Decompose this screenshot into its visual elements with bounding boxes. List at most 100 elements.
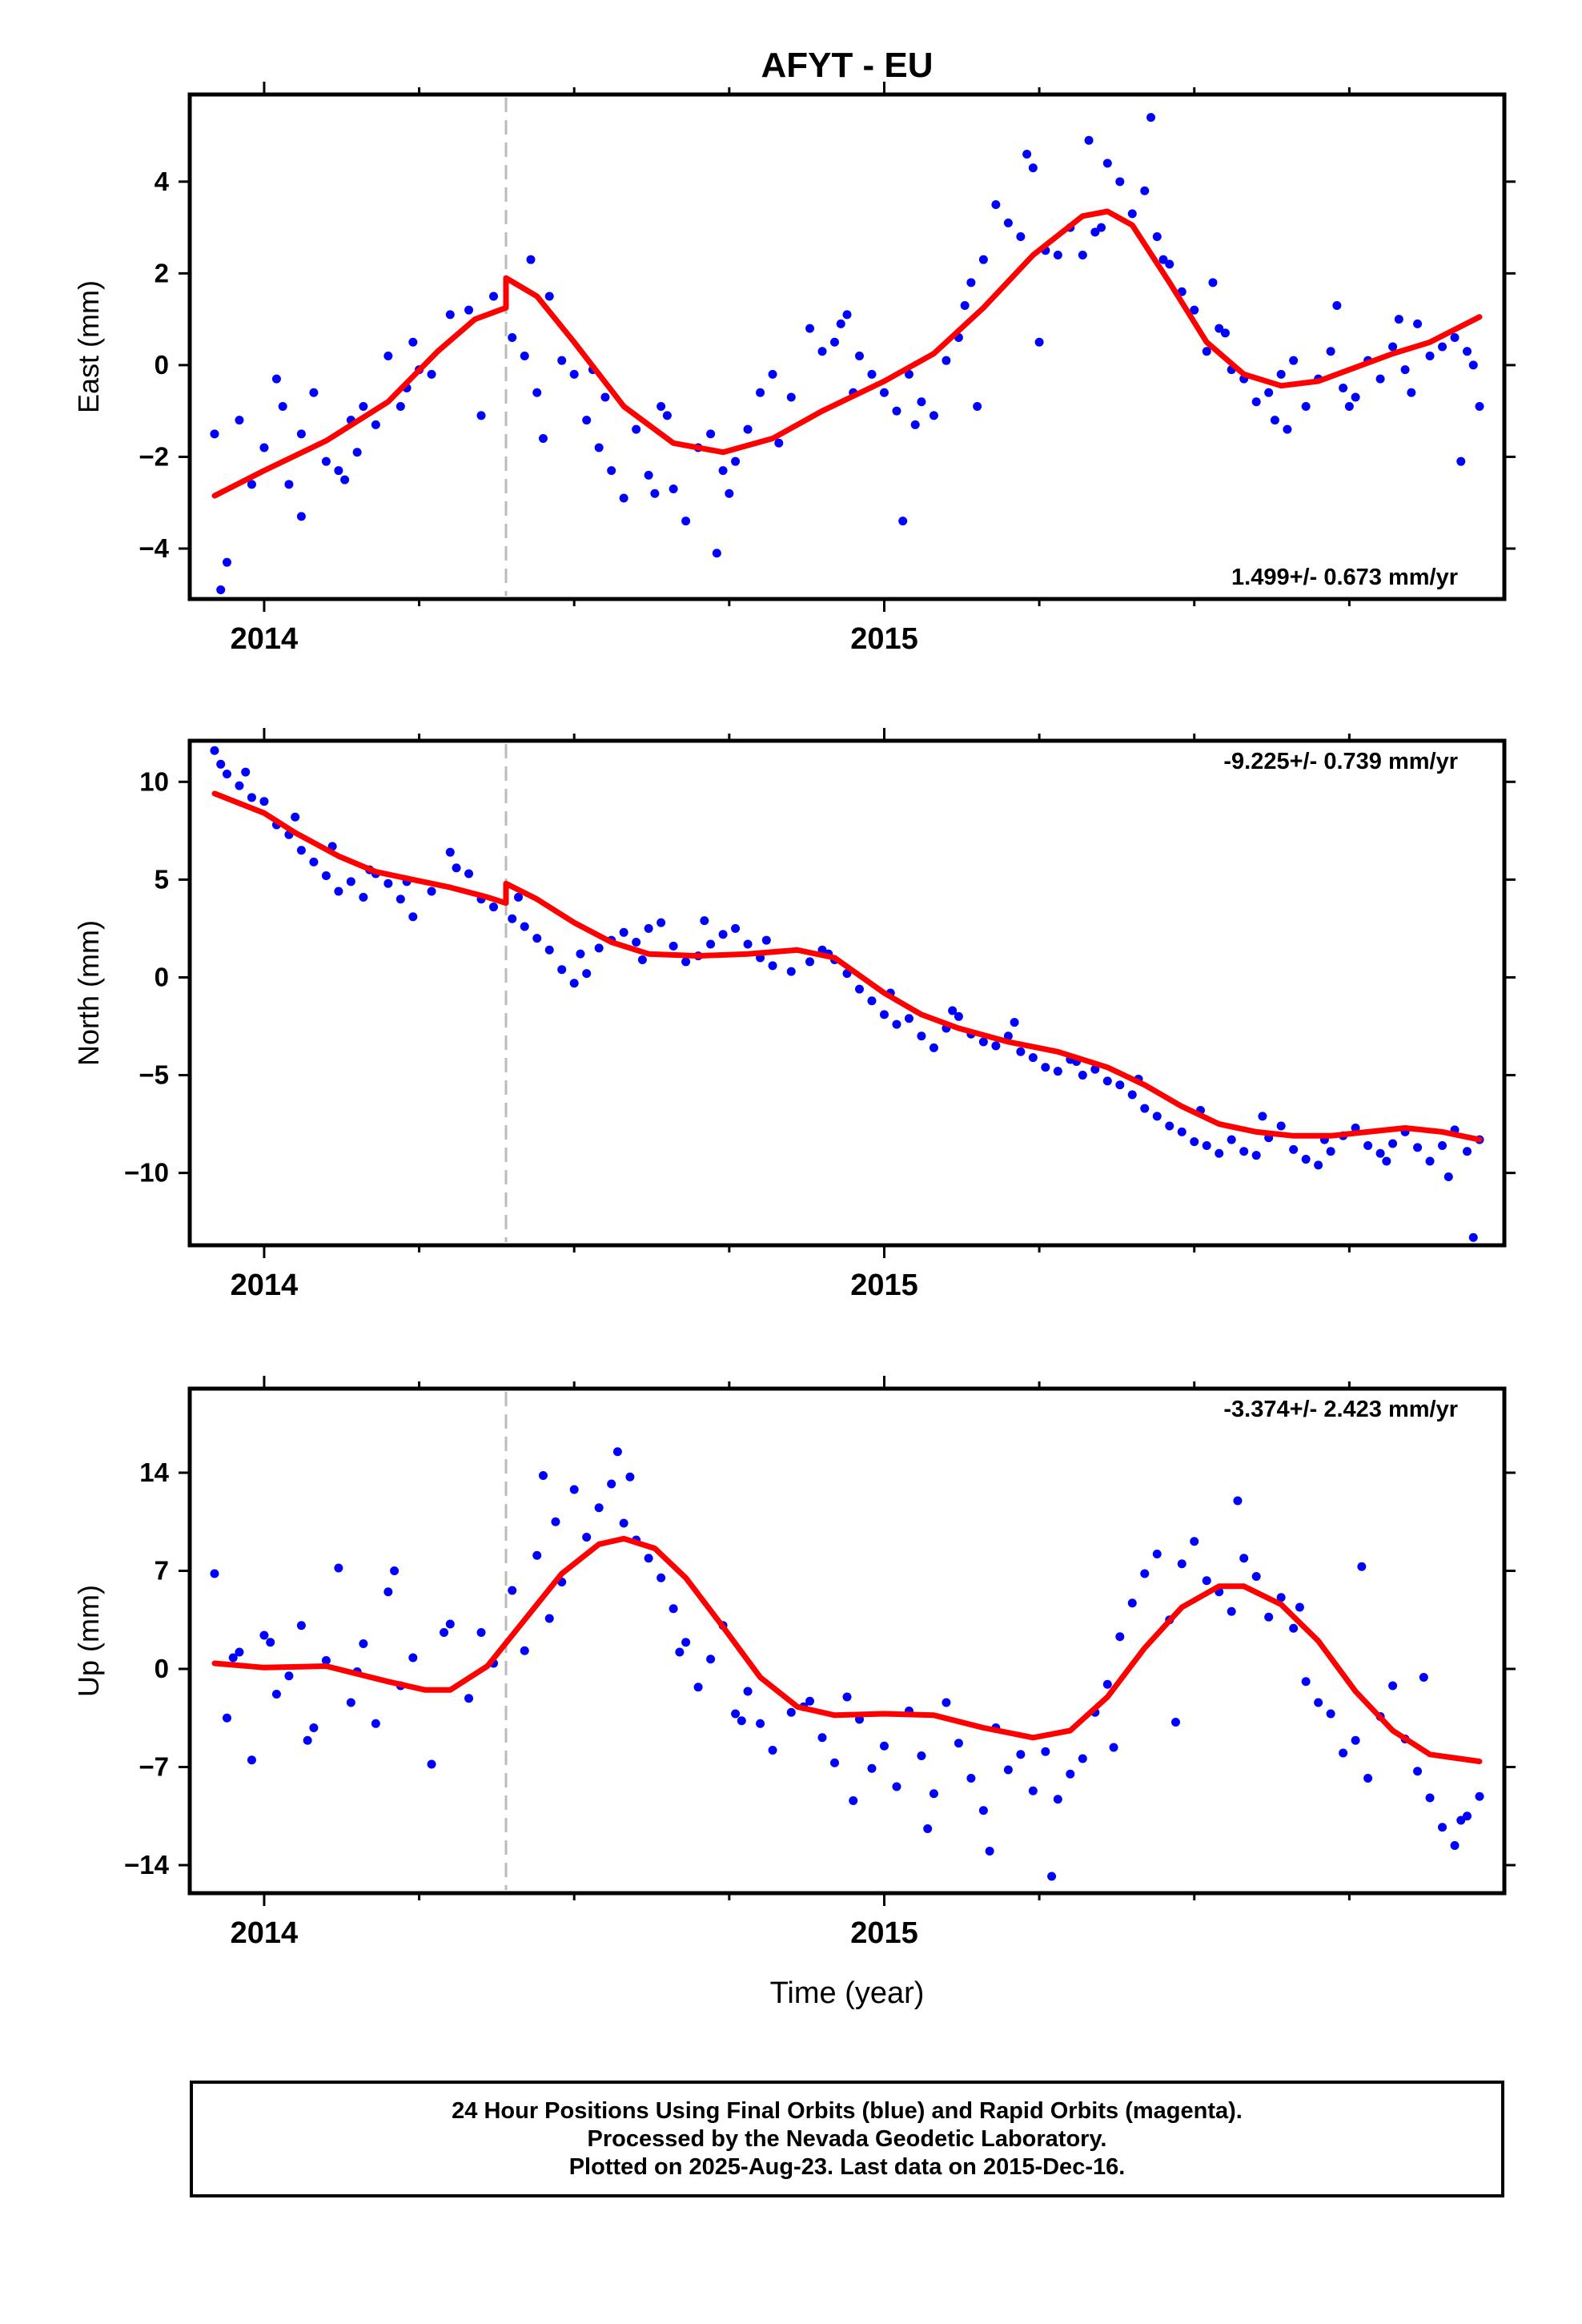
east-data-point <box>1003 218 1013 227</box>
north-data-point <box>241 767 251 777</box>
north-data-point <box>1078 1071 1087 1080</box>
north-data-point <box>569 979 579 988</box>
up-data-point <box>1115 1632 1125 1642</box>
north-data-point <box>1102 1076 1112 1086</box>
east-y-axis-label: East (mm) <box>72 280 105 413</box>
north-data-point <box>768 961 777 971</box>
east-data-point <box>222 557 231 567</box>
north-data-point <box>1301 1155 1311 1164</box>
up-data-point <box>1066 1769 1075 1779</box>
up-data-point <box>309 1723 319 1732</box>
up-data-point <box>1171 1718 1180 1727</box>
east-data-point <box>817 347 827 356</box>
up-data-point <box>1301 1677 1311 1687</box>
east-data-point <box>1140 186 1150 195</box>
east-data-point <box>1090 227 1100 237</box>
up-data-point <box>1152 1550 1162 1558</box>
up-data-point <box>1177 1559 1186 1569</box>
up-data-point <box>582 1533 592 1542</box>
up-ytick-label: 14 <box>139 1458 169 1487</box>
north-data-point <box>669 941 678 951</box>
up-data-point <box>1326 1709 1335 1719</box>
east-data-point <box>359 401 368 411</box>
east-data-point <box>544 292 554 301</box>
up-data-point <box>619 1518 628 1528</box>
east-data-point <box>309 388 319 397</box>
east-data-point <box>1016 232 1026 242</box>
up-data-point <box>768 1746 777 1755</box>
north-data-point <box>1127 1090 1137 1100</box>
east-data-point <box>1127 209 1137 219</box>
up-data-point <box>445 1619 455 1629</box>
up-data-point <box>1351 1735 1360 1745</box>
up-y-axis-label: Up (mm) <box>72 1585 105 1697</box>
east-data-point <box>656 401 666 411</box>
up-data-point <box>756 1719 765 1728</box>
east-data-point <box>842 310 852 320</box>
up-data-point <box>1140 1569 1150 1578</box>
up-data-point <box>978 1806 988 1815</box>
east-data-point <box>854 351 864 360</box>
north-data-point <box>247 793 256 802</box>
up-data-point <box>656 1573 666 1582</box>
up-data-point <box>296 1621 306 1630</box>
up-data-point <box>923 1824 933 1833</box>
up-data-point <box>1276 1593 1286 1602</box>
north-data-point <box>1016 1047 1026 1056</box>
north-data-point <box>1463 1147 1472 1156</box>
east-data-point <box>942 356 951 365</box>
up-data-point <box>210 1569 219 1578</box>
up-data-point <box>1251 1572 1261 1581</box>
east-data-point <box>371 420 380 429</box>
up-data-point <box>1264 1612 1274 1622</box>
footer-line: Processed by the Nevada Geodetic Laborat… <box>587 2125 1107 2152</box>
north-data-point <box>892 1019 901 1029</box>
east-data-point <box>1375 374 1385 384</box>
north-data-point <box>1375 1148 1385 1158</box>
north-data-point <box>1140 1104 1150 1113</box>
up-data-point <box>1041 1747 1050 1756</box>
up-data-point <box>544 1614 554 1623</box>
up-data-point <box>1127 1598 1137 1608</box>
north-data-point <box>532 934 542 943</box>
up-data-point <box>508 1586 517 1595</box>
up-data-point <box>334 1563 343 1573</box>
up-data-point <box>1047 1872 1057 1881</box>
east-rate-label: 1.499+/- 0.673 mm/yr <box>1231 565 1458 590</box>
north-data-point <box>210 746 219 755</box>
up-data-point <box>1016 1750 1026 1759</box>
north-data-point <box>235 781 244 790</box>
up-data-point <box>594 1503 604 1513</box>
east-data-point <box>1289 356 1299 365</box>
up-data-point <box>805 1696 815 1706</box>
east-xtick-label: 2014 <box>231 622 299 656</box>
east-data-point <box>1326 347 1335 356</box>
east-data-point <box>836 319 845 328</box>
up-data-point <box>259 1630 269 1640</box>
north-data-point <box>681 957 691 967</box>
east-data-point <box>632 424 641 434</box>
east-data-point <box>1165 259 1174 269</box>
up-data-point <box>1202 1576 1211 1586</box>
up-model-curve <box>211 1535 1483 1764</box>
north-data-point <box>904 1014 913 1023</box>
north-data-point <box>464 869 474 879</box>
north-data-point <box>954 1011 963 1021</box>
east-ytick-label: −4 <box>139 533 169 563</box>
up-data-point <box>1109 1743 1118 1752</box>
east-data-point <box>600 392 610 402</box>
east-data-point <box>1053 250 1062 259</box>
up-data-point <box>520 1646 529 1655</box>
north-data-point <box>291 812 300 822</box>
north-data-point <box>948 1006 958 1015</box>
east-data-point <box>582 416 592 425</box>
east-data-point <box>1220 328 1230 338</box>
north-data-point <box>731 923 741 933</box>
east-data-point <box>396 401 405 411</box>
east-data-point <box>1158 255 1168 264</box>
east-data-point <box>1344 401 1354 411</box>
up-data-point <box>1450 1841 1460 1850</box>
east-data-point <box>706 429 716 439</box>
east-data-point <box>569 369 579 379</box>
